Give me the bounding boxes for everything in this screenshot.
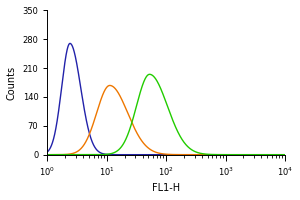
X-axis label: FL1-H: FL1-H [152, 183, 180, 193]
Y-axis label: Counts: Counts [7, 66, 17, 100]
